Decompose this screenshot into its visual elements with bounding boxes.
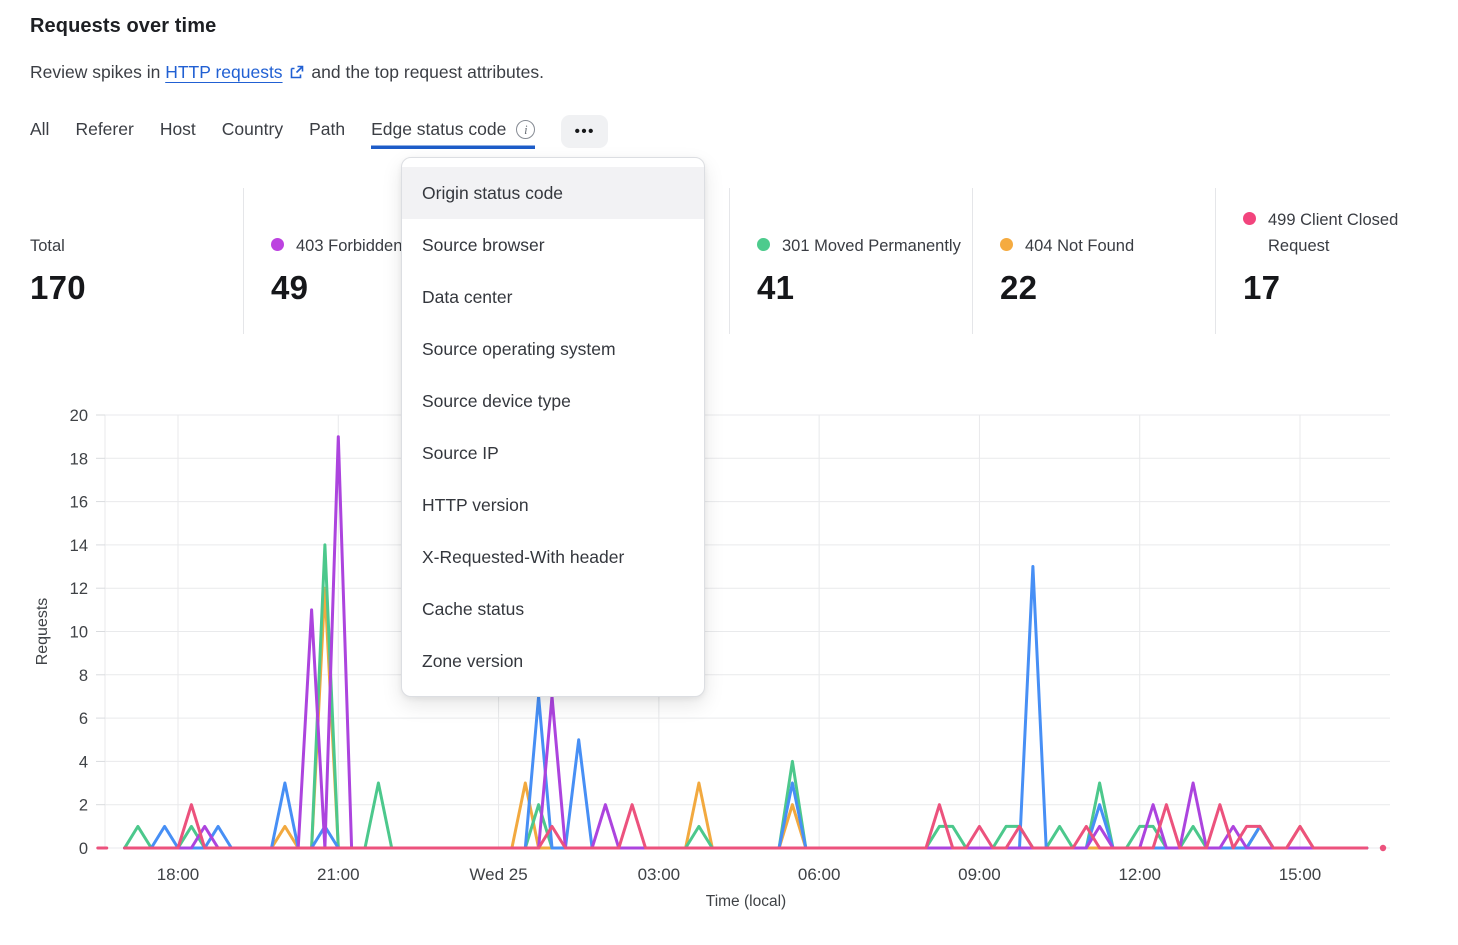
stats-row: Total 170 403 Forbidden 49 301 Moved Permane… xyxy=(0,188,1458,334)
svg-text:8: 8 xyxy=(79,667,88,685)
chart-svg: 0 2 4 6 8 10 12 14 16 18 20 18:00 21:00 Wed 25 03:00 06… xyxy=(34,407,1390,910)
tab-referer[interactable]: Referer xyxy=(75,119,133,149)
svg-text:21:00: 21:00 xyxy=(317,865,360,884)
menu-item-source-ip[interactable]: Source IP xyxy=(422,442,499,463)
stat-label: 301 Moved Permanently xyxy=(782,237,961,256)
menu-item-http-version[interactable]: HTTP version xyxy=(422,494,529,515)
http-requests-link[interactable]: HTTP requests xyxy=(165,62,283,82)
svg-text:10: 10 xyxy=(70,624,88,642)
stat-label: 403 Forbidden xyxy=(296,237,403,256)
stat-value: 41 xyxy=(757,269,795,306)
svg-text:2: 2 xyxy=(79,797,88,815)
stat-value: 49 xyxy=(271,269,309,306)
tab-label: Path xyxy=(309,119,346,139)
stat-label-area: 499 Client Closed Request xyxy=(1243,188,1458,260)
menu-item-zone-version[interactable]: Zone version xyxy=(422,650,524,671)
tab-host[interactable]: Host xyxy=(160,119,196,149)
stat-label-row: 403 Forbidden xyxy=(271,233,402,260)
stat-label-row: 499 Client Closed Request xyxy=(1243,207,1458,260)
stat-label-area: 404 Not Found xyxy=(1000,188,1215,260)
svg-text:20: 20 xyxy=(70,407,88,425)
tab-path[interactable]: Path xyxy=(309,119,345,149)
stat-value: 170 xyxy=(30,269,86,306)
subtitle: Review spikes in HTTP requests and the t… xyxy=(30,62,544,85)
svg-text:Requests: Requests xyxy=(34,598,51,666)
stat-404-not-found: 404 Not Found 22 xyxy=(972,188,1215,334)
more-tabs-button[interactable]: ••• xyxy=(561,115,609,148)
tab-label: Host xyxy=(159,119,196,139)
svg-text:4: 4 xyxy=(79,753,88,771)
series-color-dot xyxy=(1243,211,1256,225)
menu-item-source-device-type[interactable]: Source device type xyxy=(422,390,571,411)
stat-499-client-closed-request: 499 Client Closed Request 17 xyxy=(1215,188,1458,334)
svg-text:Time (local): Time (local) xyxy=(706,893,786,910)
attribute-dropdown-menu: Origin status code Source browser Data cen… xyxy=(401,157,705,697)
series-color-dot xyxy=(271,238,284,252)
svg-text:18: 18 xyxy=(70,450,88,468)
svg-text:06:00: 06:00 xyxy=(798,865,841,884)
menu-item-origin-status-code[interactable]: Origin status code xyxy=(402,167,704,219)
menu-item-source-browser[interactable]: Source browser xyxy=(422,234,545,255)
series-color-dot xyxy=(1000,238,1013,252)
tab-label: Country xyxy=(221,119,284,139)
tabs: All Referer Host Country Path Edge status cod… xyxy=(30,115,609,149)
menu-item-source-operating-system[interactable]: Source operating system xyxy=(422,338,616,359)
svg-text:12: 12 xyxy=(70,580,88,598)
tab-label: Referer xyxy=(75,119,134,139)
menu-item-data-center[interactable]: Data center xyxy=(422,286,513,307)
stat-301-moved-permanently: 301 Moved Permanently 41 xyxy=(729,188,972,334)
tab-edge-status-code[interactable]: Edge status code i xyxy=(371,119,536,149)
tab-country[interactable]: Country xyxy=(222,119,283,149)
svg-text:15:00: 15:00 xyxy=(1279,865,1322,884)
menu-item-cache-status[interactable]: Cache status xyxy=(422,598,525,619)
stat-value: 17 xyxy=(1243,269,1281,306)
stat-total: Total 170 xyxy=(0,188,243,334)
tab-label: All xyxy=(30,119,50,139)
stat-label-row: 301 Moved Permanently xyxy=(757,233,961,260)
stat-label-row: Total xyxy=(30,233,65,260)
tab-all[interactable]: All xyxy=(30,119,49,149)
stat-label-area: 301 Moved Permanently xyxy=(757,188,972,260)
page-title: Requests over time xyxy=(30,15,217,37)
stat-label-area: Total xyxy=(30,188,243,260)
subtitle-suffix: and the top request attributes. xyxy=(306,62,544,82)
svg-text:Wed 25: Wed 25 xyxy=(469,865,527,884)
svg-text:14: 14 xyxy=(70,537,88,555)
svg-text:16: 16 xyxy=(70,494,88,512)
stat-label-row: 404 Not Found xyxy=(1000,233,1134,260)
menu-item-x-requested-with-header[interactable]: X-Requested-With header xyxy=(422,546,625,567)
stat-value: 22 xyxy=(1000,269,1038,306)
requests-over-time-chart: 0 2 4 6 8 10 12 14 16 18 20 18:00 21:00 Wed 25 03:00 06… xyxy=(0,390,1458,940)
svg-text:03:00: 03:00 xyxy=(638,865,681,884)
stat-label: 499 Client Closed Request xyxy=(1268,210,1399,256)
info-icon[interactable]: i xyxy=(516,120,536,139)
svg-text:6: 6 xyxy=(79,710,88,728)
stat-403-forbidden: 403 Forbidden 49 xyxy=(243,188,486,334)
svg-text:09:00: 09:00 xyxy=(958,865,1001,884)
svg-text:0: 0 xyxy=(79,840,88,858)
subtitle-prefix: Review spikes in xyxy=(30,62,166,82)
series-color-dot xyxy=(757,238,770,252)
svg-text:18:00: 18:00 xyxy=(157,865,200,884)
external-link-icon xyxy=(289,64,305,85)
stat-label: Total xyxy=(30,237,65,256)
stat-label-area: 403 Forbidden xyxy=(271,188,486,260)
svg-text:12:00: 12:00 xyxy=(1118,865,1161,884)
stat-label: 404 Not Found xyxy=(1025,237,1135,256)
tab-label: Edge status code xyxy=(371,119,507,139)
